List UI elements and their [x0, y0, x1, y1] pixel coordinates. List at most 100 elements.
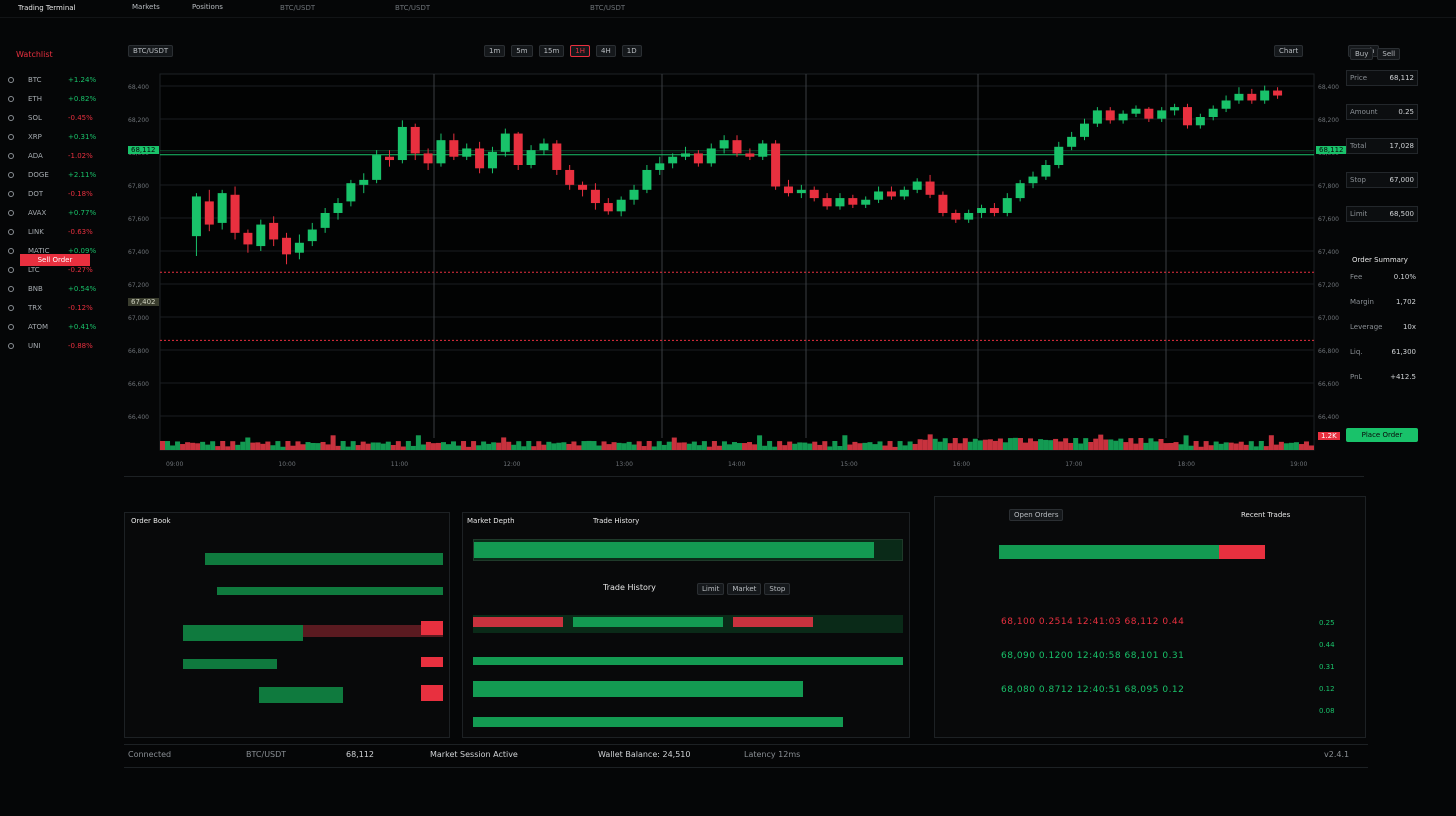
stop-button[interactable]: Stop	[764, 583, 791, 595]
volume-bar	[1198, 446, 1204, 450]
volume-bar	[185, 442, 191, 450]
candle-body	[256, 224, 266, 247]
sell-tab[interactable]: Sell	[1377, 48, 1401, 60]
status-icon	[8, 248, 14, 254]
pair-selector[interactable]: BTC/USDT	[128, 45, 174, 57]
watchlist-item[interactable]: BNB +0.54%	[6, 283, 118, 297]
summary-value: 1,702	[1395, 298, 1416, 306]
volume-bar	[792, 443, 798, 450]
volume-bar	[370, 442, 376, 450]
volume-bar	[967, 441, 973, 450]
order-field-price[interactable]: Price 68,112	[1346, 70, 1418, 86]
volume-bar	[1173, 442, 1179, 450]
market-button[interactable]: Market	[727, 583, 762, 595]
volume-bar	[325, 444, 331, 450]
volume-bar	[787, 441, 793, 450]
volume-bar	[1183, 435, 1189, 450]
watchlist-item[interactable]: MATIC +0.09%	[6, 245, 118, 259]
limit-button[interactable]: Limit	[697, 583, 725, 595]
chart-panel[interactable]: 68,40068,40068,20068,20068,00068,00067,8…	[124, 66, 1348, 470]
timeframe-5m[interactable]: 5m	[511, 45, 533, 57]
volume-bar	[425, 441, 431, 450]
summary-row: Leverage 10x	[1346, 322, 1418, 334]
volume-bar	[1068, 442, 1074, 450]
candle-body	[681, 153, 691, 157]
depth-bar-green-4	[183, 659, 277, 669]
volume-bar	[265, 441, 271, 450]
watchlist-item[interactable]: TRX -0.12%	[6, 302, 118, 316]
candle-body	[539, 143, 549, 151]
watchlist-item[interactable]: BTC +1.24%	[6, 74, 118, 88]
candle-body	[1234, 93, 1244, 101]
volume-bar	[476, 445, 482, 450]
watchlist-item[interactable]: XRP +0.31%	[6, 131, 118, 145]
volume-bar	[1143, 442, 1149, 450]
watchlist-item[interactable]: LINK -0.63%	[6, 226, 118, 240]
candle-body	[526, 150, 536, 165]
volume-bar	[1108, 439, 1114, 450]
order-field-limit[interactable]: Limit 68,500	[1346, 206, 1418, 222]
volume-bar	[420, 444, 426, 450]
bottom-toolbar	[124, 476, 1364, 492]
volume-bar	[1093, 438, 1099, 450]
tab-chart[interactable]: Chart	[1274, 45, 1304, 57]
volume-bar	[1233, 443, 1239, 450]
field-label: Price	[1350, 74, 1368, 82]
candle-body	[693, 153, 703, 164]
watchlist-item[interactable]: AVAX +0.77%	[6, 207, 118, 221]
sell-order-button[interactable]: Sell Order	[20, 254, 90, 266]
price-tick-left: 68,400	[128, 84, 149, 91]
watchlist-item[interactable]: LTC -0.27%	[6, 264, 118, 278]
candle-body	[359, 179, 369, 185]
price-tick-right: 68,400	[1318, 84, 1339, 91]
timeframe-15m[interactable]: 15m	[538, 45, 565, 57]
timeframe-4h[interactable]: 4H	[596, 45, 616, 57]
candle-body	[1170, 107, 1180, 111]
volume-bar	[1278, 441, 1284, 450]
watchlist-item[interactable]: UNI -0.88%	[6, 340, 118, 354]
timeframe-1m[interactable]: 1m	[484, 45, 506, 57]
status-icon	[8, 343, 14, 349]
volume-bar	[300, 444, 306, 450]
timeframe-1d[interactable]: 1D	[621, 45, 642, 57]
volume-bar	[210, 441, 216, 450]
volume-bar	[621, 443, 627, 450]
volume-bar	[355, 445, 361, 450]
sidebar-header: Watchlist	[16, 50, 53, 59]
trade-history-title: Trade History	[593, 517, 640, 525]
volume-bar	[591, 441, 597, 450]
buy-tab[interactable]: Buy	[1350, 48, 1374, 60]
candle-body	[513, 133, 523, 165]
watchlist-item[interactable]: DOT -0.18%	[6, 188, 118, 202]
volume-bar	[1083, 438, 1089, 450]
open-orders-tab[interactable]: Open Orders	[1009, 509, 1064, 521]
watchlist-item[interactable]: ATOM +0.41%	[6, 321, 118, 335]
order-field-amount[interactable]: Amount 0.25	[1346, 104, 1418, 120]
candle-body	[616, 199, 626, 212]
volume-bar	[706, 446, 712, 450]
place-order-button[interactable]: Place Order	[1346, 428, 1418, 442]
status-icon	[8, 324, 14, 330]
order-field-stop[interactable]: Stop 67,000	[1346, 172, 1418, 188]
candle-body	[745, 153, 755, 157]
watchlist-item[interactable]: ETH +0.82%	[6, 93, 118, 107]
watchlist-item[interactable]: ADA -1.02%	[6, 150, 118, 164]
volume-bar	[782, 445, 788, 450]
tab-markets[interactable]: Markets	[132, 3, 160, 11]
volume-bar	[1178, 444, 1184, 450]
summary-label: PnL	[1350, 373, 1363, 381]
candle-body	[758, 143, 768, 157]
volume-bar	[962, 438, 968, 450]
tab-positions[interactable]: Positions	[192, 3, 223, 11]
candlestick-chart[interactable]: 68,40068,40068,20068,20068,00068,00067,8…	[124, 66, 1348, 470]
right-value: 0.44	[1319, 641, 1335, 649]
candle-body	[436, 140, 446, 164]
order-field-total[interactable]: Total 17,028	[1346, 138, 1418, 154]
volume-bar	[521, 446, 527, 450]
candle-body	[1041, 165, 1051, 177]
watchlist-item[interactable]: SOL -0.45%	[6, 112, 118, 126]
candle-body	[487, 151, 497, 169]
timeframe-1h[interactable]: 1H	[570, 45, 591, 57]
watchlist-item[interactable]: DOGE +2.11%	[6, 169, 118, 183]
volume-bar	[516, 441, 522, 450]
